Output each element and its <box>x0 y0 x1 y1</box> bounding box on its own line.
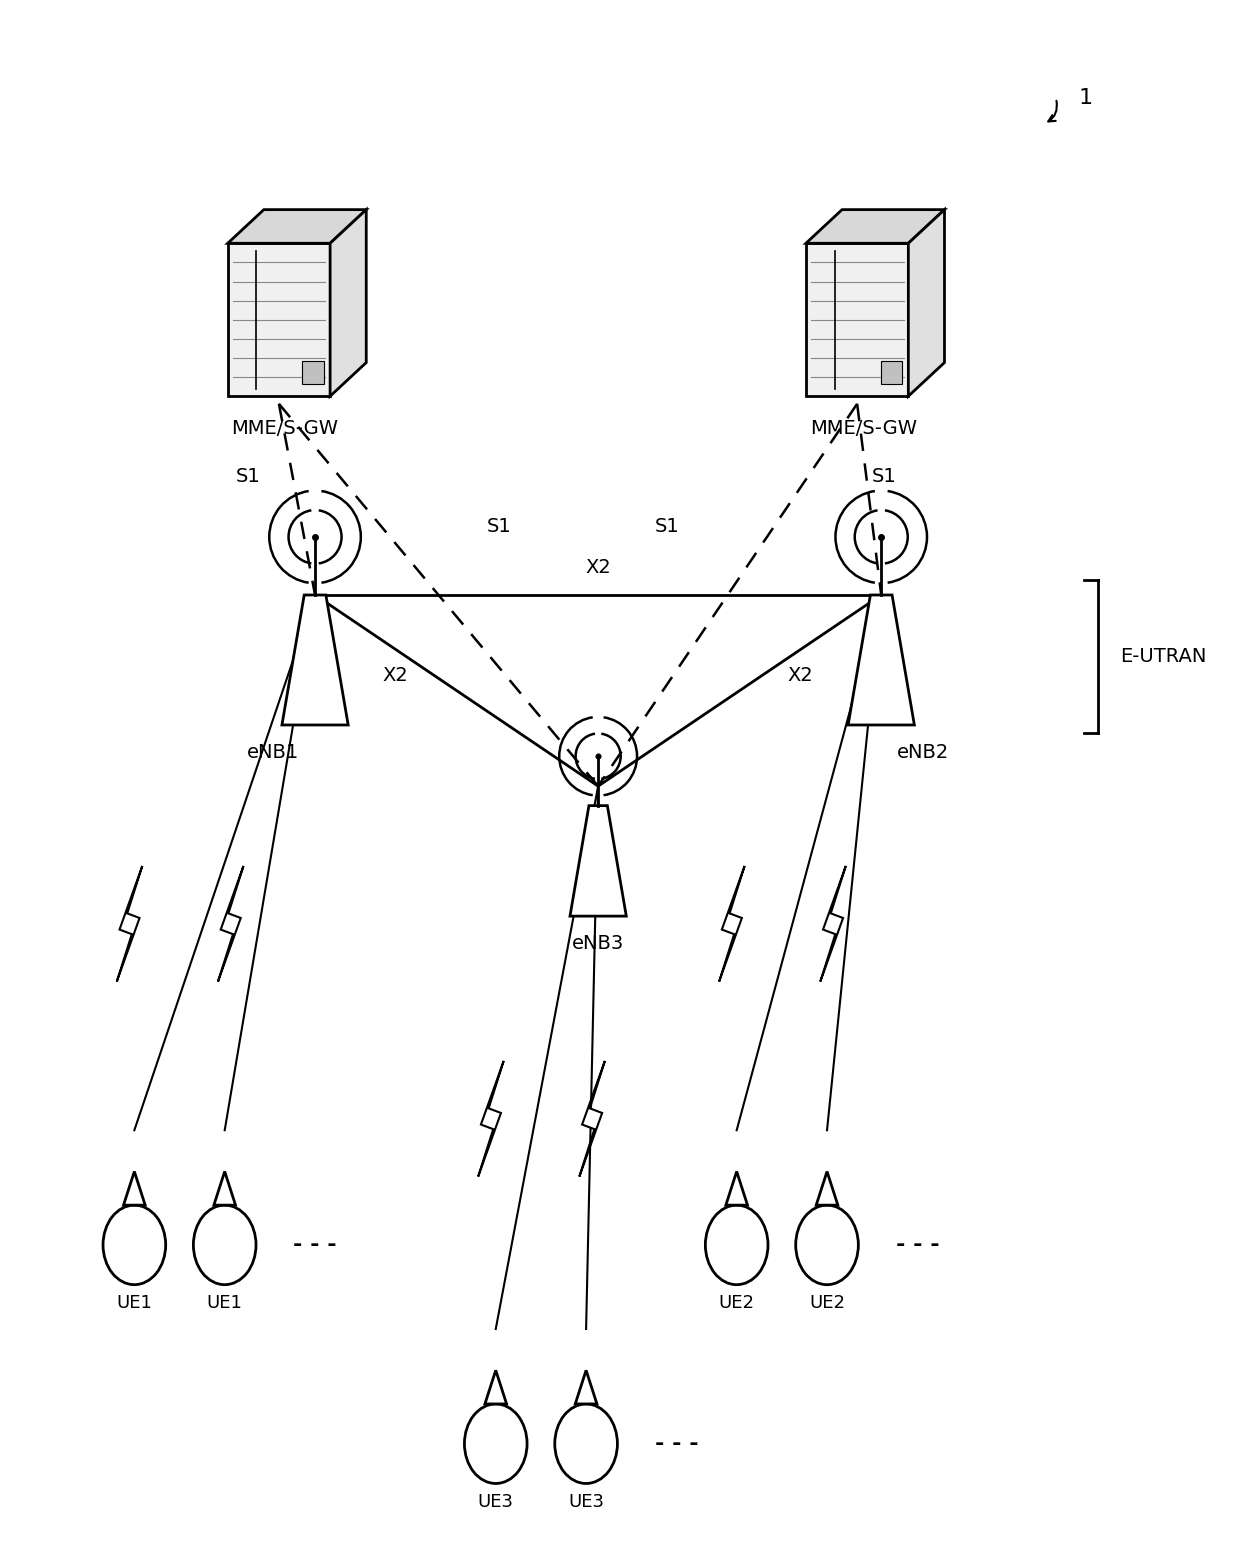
Polygon shape <box>909 210 945 395</box>
Text: X2: X2 <box>787 666 813 685</box>
Polygon shape <box>479 1060 503 1177</box>
Polygon shape <box>570 805 626 916</box>
Polygon shape <box>124 1171 145 1205</box>
Text: UE2: UE2 <box>808 1294 844 1313</box>
Circle shape <box>465 1404 527 1484</box>
Text: eNB2: eNB2 <box>898 743 950 763</box>
Polygon shape <box>330 210 366 395</box>
Text: MME/S-GW: MME/S-GW <box>232 419 339 438</box>
Polygon shape <box>725 1171 748 1205</box>
Text: S1: S1 <box>487 517 511 536</box>
Text: eNB3: eNB3 <box>572 934 624 953</box>
FancyArrowPatch shape <box>1048 101 1056 121</box>
Polygon shape <box>575 1370 596 1404</box>
Text: 1: 1 <box>1079 89 1094 107</box>
Text: UE3: UE3 <box>477 1493 513 1510</box>
Text: - - -: - - - <box>293 1235 337 1255</box>
Polygon shape <box>806 243 909 395</box>
Polygon shape <box>218 866 243 981</box>
Text: - - -: - - - <box>895 1235 939 1255</box>
Bar <box>880 361 903 385</box>
Text: eNB1: eNB1 <box>247 743 299 763</box>
Text: UE1: UE1 <box>117 1294 153 1313</box>
Polygon shape <box>806 210 945 243</box>
Text: UE3: UE3 <box>568 1493 604 1510</box>
Polygon shape <box>485 1370 507 1404</box>
Polygon shape <box>228 243 330 395</box>
Text: - - -: - - - <box>655 1434 698 1454</box>
Polygon shape <box>848 595 914 726</box>
Circle shape <box>193 1205 255 1285</box>
Polygon shape <box>228 210 366 243</box>
Bar <box>303 361 324 385</box>
Text: S1: S1 <box>872 467 897 486</box>
Polygon shape <box>281 595 348 726</box>
Text: E-UTRAN: E-UTRAN <box>1120 646 1207 666</box>
Text: X2: X2 <box>585 557 611 576</box>
Text: MME/S-GW: MME/S-GW <box>810 419 916 438</box>
Circle shape <box>706 1205 768 1285</box>
Text: S1: S1 <box>655 517 680 536</box>
Polygon shape <box>579 1060 605 1177</box>
Polygon shape <box>213 1171 236 1205</box>
Circle shape <box>796 1205 858 1285</box>
Polygon shape <box>117 866 143 981</box>
Polygon shape <box>821 866 846 981</box>
Text: S1: S1 <box>236 467 260 486</box>
Polygon shape <box>816 1171 838 1205</box>
Text: UE1: UE1 <box>207 1294 243 1313</box>
Text: X2: X2 <box>383 666 408 685</box>
Circle shape <box>554 1404 618 1484</box>
Polygon shape <box>719 866 744 981</box>
Circle shape <box>103 1205 166 1285</box>
Text: UE2: UE2 <box>719 1294 755 1313</box>
